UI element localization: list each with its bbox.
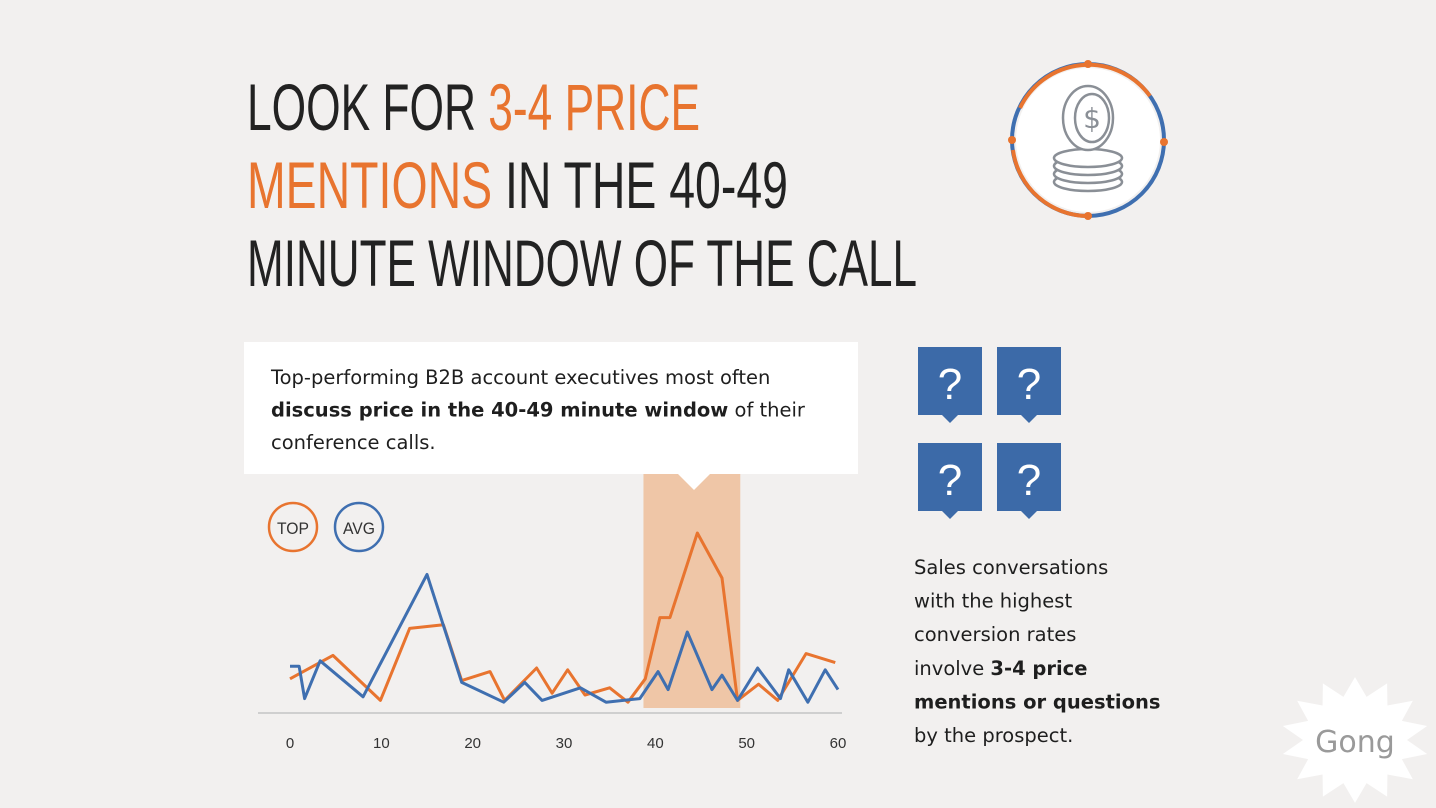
question-mark: ?: [1017, 360, 1041, 409]
legend-label: AVG: [343, 519, 375, 538]
side-text-segment: Sales conversations: [914, 556, 1108, 579]
side-text: mentions or questions: [914, 690, 1160, 713]
series-line: [290, 572, 840, 704]
title-segment: LOOK FOR: [247, 70, 488, 144]
icon-arc: [1018, 62, 1152, 109]
coin-icon: $: [1008, 60, 1168, 220]
callout-text-segment: discuss price in the 40-49 minute window: [271, 399, 728, 422]
title-segment: IN THE 40-49: [492, 148, 788, 222]
callout-text: Top-performing B2B account executives mo…: [270, 366, 770, 389]
dollar-sign: $: [1083, 102, 1101, 135]
callout-text-segment: conference calls.: [271, 431, 436, 454]
title-line: LOOK FOR 3-4 PRICE: [247, 70, 700, 144]
callout-text-segment: of their: [728, 399, 806, 422]
side-text-segment: mentions or questions: [914, 690, 1160, 713]
series-line: [289, 531, 836, 704]
title-segment: MINUTE WINDOW OF THE CALL: [247, 226, 917, 300]
question-bubble: [997, 347, 1061, 423]
title-line: MINUTE WINDOW OF THE CALL: [247, 226, 917, 300]
x-tick-label: 20: [464, 735, 481, 752]
question-mark: ?: [938, 456, 962, 505]
side-text: involve 3-4 price: [914, 657, 1087, 680]
side-text: by the prospect.: [914, 724, 1073, 747]
callout-text: conference calls.: [271, 431, 436, 454]
x-tick-label: 10: [373, 735, 390, 752]
question-mark: ?: [938, 360, 962, 409]
x-tick-label: 30: [556, 735, 573, 752]
side-text-segment: involve: [914, 657, 990, 680]
title-segment: 3-4 PRICE: [488, 70, 700, 144]
legend-label: TOP: [277, 519, 309, 538]
callout-pointer: [678, 474, 710, 490]
question-bubble: [997, 443, 1061, 519]
question-mark: ?: [1017, 456, 1041, 505]
callout-text: discuss price in the 40-49 minute window…: [271, 399, 806, 422]
legend-marker: [333, 501, 385, 553]
callout-box: [244, 342, 858, 474]
question-bubble: [918, 443, 982, 519]
side-text: Sales conversations: [914, 556, 1108, 579]
side-text-segment: by the prospect.: [914, 724, 1073, 747]
side-text-segment: conversion rates: [914, 623, 1076, 646]
legend-marker: [267, 501, 319, 553]
side-text-segment: 3-4 price: [990, 657, 1087, 680]
x-tick-label: 40: [647, 735, 664, 752]
side-text-segment: with the highest: [914, 590, 1072, 613]
side-text: with the highest: [914, 590, 1072, 613]
x-tick-label: 0: [286, 735, 294, 752]
icon-dot: [1160, 138, 1168, 146]
x-tick-label: 60: [830, 735, 847, 752]
logo-burst: [1282, 677, 1428, 803]
x-tick-label: 50: [738, 735, 755, 752]
icon-dot: [1084, 60, 1092, 68]
side-text: conversion rates: [914, 623, 1076, 646]
question-bubble: [918, 347, 982, 423]
logo-text: Gong: [1315, 725, 1395, 760]
callout-text-segment: Top-performing B2B account executives mo…: [270, 366, 770, 389]
coins: [1052, 84, 1124, 193]
icon-dot: [1084, 212, 1092, 220]
icon-dot: [1008, 136, 1016, 144]
title-segment: MENTIONS: [247, 148, 492, 222]
icon-arc: [1011, 149, 1089, 218]
title-line: MENTIONS IN THE 40-49: [247, 148, 788, 222]
